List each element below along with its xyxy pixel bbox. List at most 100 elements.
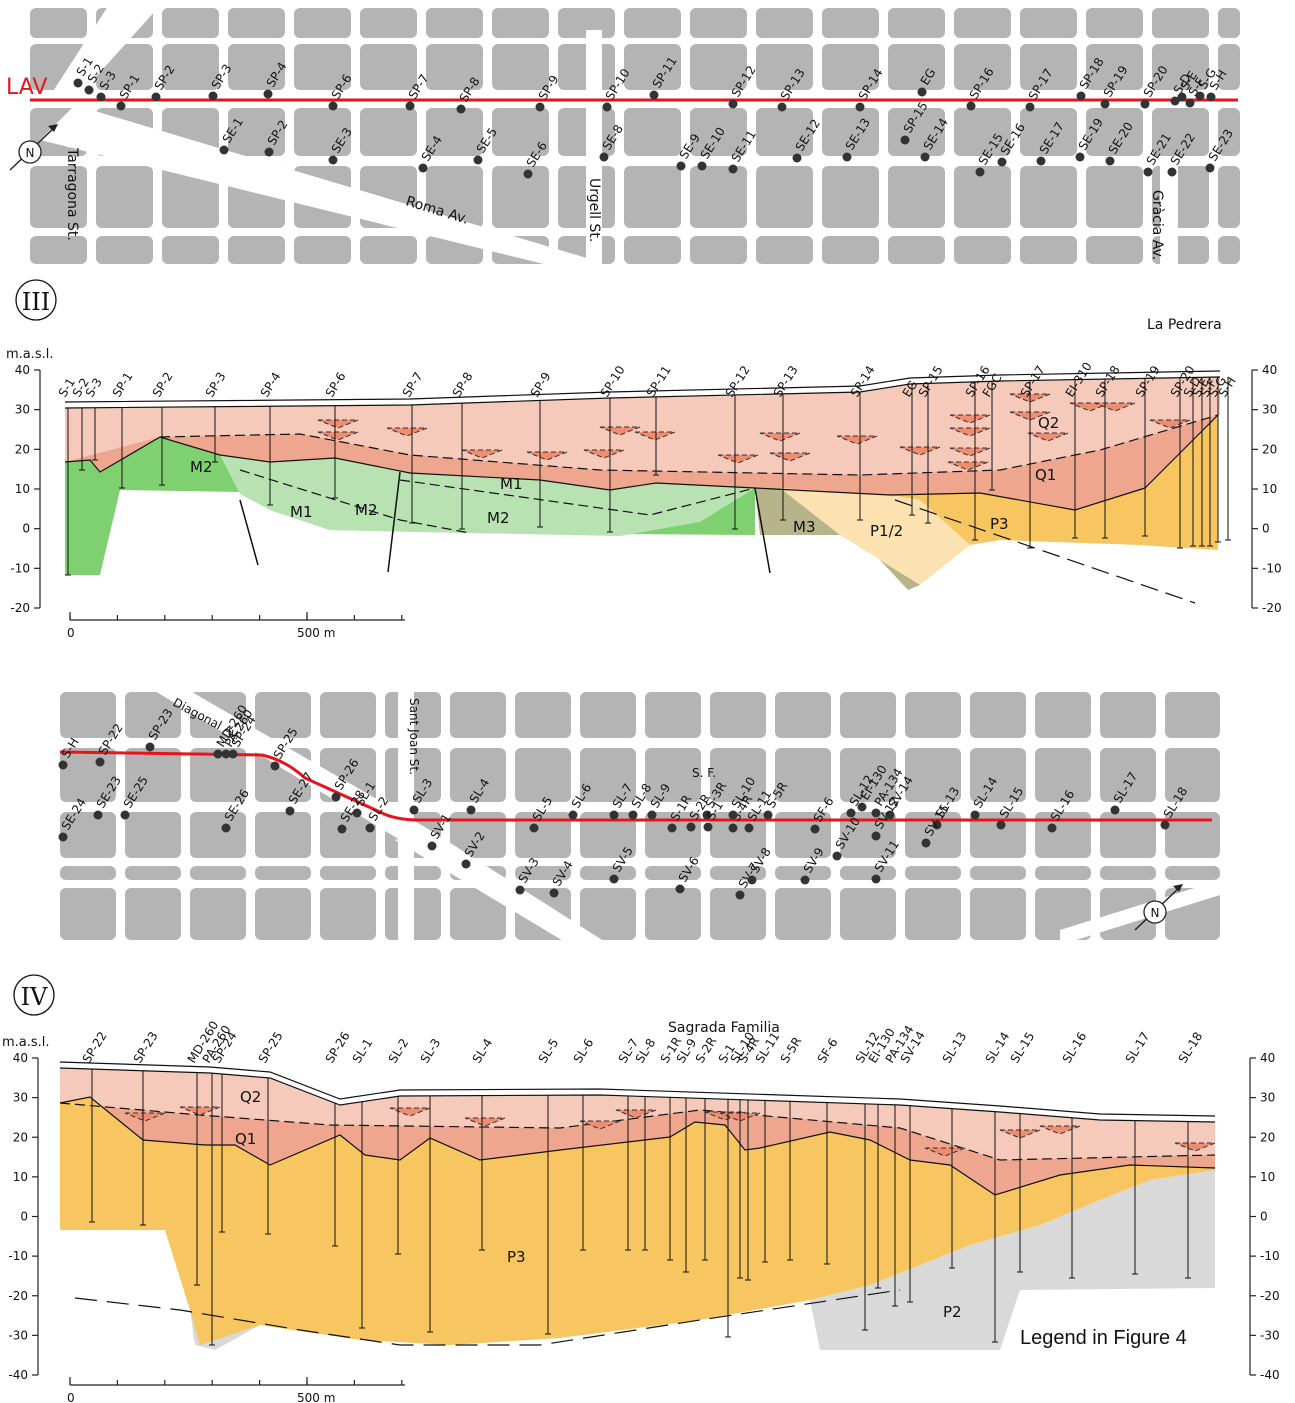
borehole-label: SF-6 bbox=[815, 1036, 841, 1066]
y-tick-label: -10 bbox=[1262, 561, 1282, 575]
borehole-label: SL-18 bbox=[1176, 1030, 1206, 1066]
city-block bbox=[1035, 866, 1091, 880]
city-block bbox=[426, 166, 483, 228]
city-block bbox=[905, 692, 961, 738]
borehole-dot bbox=[264, 147, 274, 157]
ground-surface bbox=[59, 1067, 1216, 1123]
city-block bbox=[190, 866, 246, 880]
lens bbox=[389, 1107, 431, 1117]
lens bbox=[949, 414, 991, 424]
lens bbox=[579, 1120, 621, 1130]
x-tick-label: 0 bbox=[67, 1391, 75, 1403]
city-block bbox=[840, 748, 896, 802]
city-block bbox=[190, 888, 246, 940]
panel-badge bbox=[15, 279, 57, 321]
city-block bbox=[1035, 748, 1091, 802]
contact bbox=[64, 436, 756, 491]
city-block bbox=[756, 166, 813, 228]
city-block bbox=[30, 166, 87, 228]
borehole-dot bbox=[997, 157, 1007, 167]
borehole-dot bbox=[871, 808, 881, 818]
city-block bbox=[840, 692, 896, 738]
city-block bbox=[840, 888, 896, 940]
city-block bbox=[970, 748, 1026, 802]
city-block bbox=[96, 166, 153, 228]
borehole-dot bbox=[777, 102, 787, 112]
city-block bbox=[162, 8, 219, 38]
city-block bbox=[888, 44, 945, 90]
borehole-dot bbox=[1076, 91, 1086, 101]
city-block bbox=[450, 888, 506, 940]
borehole-dot bbox=[405, 101, 415, 111]
borehole-dot bbox=[686, 822, 696, 832]
borehole-dot bbox=[602, 102, 612, 112]
city-block bbox=[426, 108, 483, 156]
y-tick-label: 0 bbox=[22, 522, 30, 536]
borehole-dot bbox=[58, 832, 68, 842]
borehole-dot bbox=[667, 823, 677, 833]
street-label: Sant Joan St. bbox=[407, 698, 421, 775]
unit-m3 bbox=[880, 560, 920, 590]
city-block bbox=[228, 44, 285, 90]
borehole-label: S-5R bbox=[778, 1034, 805, 1065]
lens bbox=[769, 452, 811, 462]
borehole-dot bbox=[456, 104, 466, 114]
borehole-dot bbox=[628, 810, 638, 820]
borehole-dot bbox=[871, 874, 881, 884]
city-block bbox=[1020, 236, 1077, 264]
borehole-label: SP-26 bbox=[323, 1029, 353, 1065]
borehole-dot bbox=[917, 87, 927, 97]
borehole-dot bbox=[842, 152, 852, 162]
city-block bbox=[954, 236, 1011, 264]
borehole-dot bbox=[96, 92, 106, 102]
borehole-dot bbox=[1047, 823, 1057, 833]
borehole-dot bbox=[675, 884, 685, 894]
lens bbox=[1174, 1142, 1216, 1152]
north-arrow-head bbox=[1173, 884, 1183, 892]
city-block bbox=[822, 108, 879, 156]
city-block bbox=[1020, 166, 1077, 228]
borehole-dot bbox=[832, 851, 842, 861]
panel-label: IV bbox=[21, 983, 48, 1011]
borehole-dot bbox=[763, 810, 773, 820]
city-block bbox=[624, 166, 681, 228]
borehole-dot bbox=[970, 810, 980, 820]
city-block bbox=[840, 812, 896, 858]
city-block bbox=[1165, 748, 1220, 802]
borehole-dot bbox=[885, 810, 895, 820]
unit-q1 bbox=[65, 415, 1218, 510]
unit-label: M2 bbox=[487, 509, 510, 527]
borehole-dot bbox=[1075, 152, 1085, 162]
city-block bbox=[624, 44, 681, 90]
city-block bbox=[905, 888, 961, 940]
borehole-label: SL-15 bbox=[1008, 1030, 1038, 1066]
borehole-dot bbox=[84, 85, 94, 95]
borehole-label: SL-6 bbox=[571, 1036, 597, 1066]
north-arrow-head bbox=[48, 124, 58, 132]
city-block bbox=[756, 236, 813, 264]
borehole-dot bbox=[728, 823, 738, 833]
site-label: Sagrada Familia bbox=[668, 1020, 780, 1036]
city-block bbox=[645, 748, 701, 802]
city-block bbox=[580, 866, 636, 880]
y-tick-label: 40 bbox=[13, 1051, 28, 1065]
borehole-dot bbox=[728, 164, 738, 174]
city-block bbox=[970, 692, 1026, 738]
unit-m3 bbox=[755, 488, 840, 535]
y-tick-label: 30 bbox=[15, 403, 30, 417]
city-block bbox=[60, 692, 116, 738]
city-block bbox=[125, 888, 181, 940]
borehole-dot bbox=[921, 838, 931, 848]
city-block bbox=[840, 866, 896, 880]
borehole-dot bbox=[328, 101, 338, 111]
borehole-dot bbox=[116, 101, 126, 111]
city-block bbox=[954, 166, 1011, 228]
borehole-dot bbox=[228, 749, 238, 759]
city-block bbox=[450, 748, 506, 802]
street bbox=[50, 0, 165, 100]
city-block bbox=[450, 812, 506, 858]
city-block bbox=[580, 812, 636, 858]
city-block bbox=[710, 888, 766, 940]
y-tick-label: -20 bbox=[1262, 601, 1282, 615]
borehole-dot bbox=[649, 90, 659, 100]
